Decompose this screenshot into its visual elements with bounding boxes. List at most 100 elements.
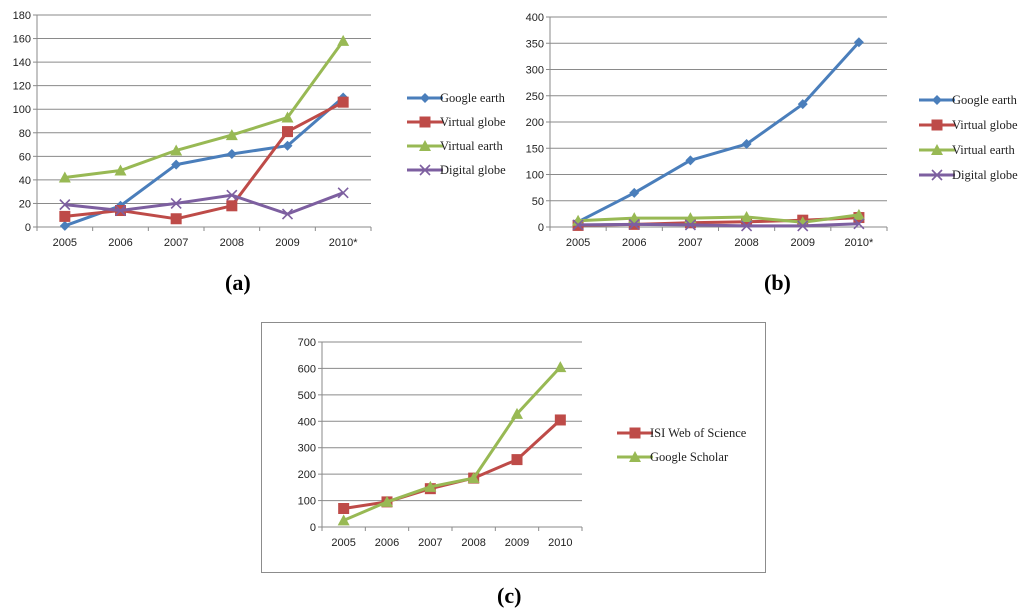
data-point [467, 472, 480, 484]
data-point [170, 144, 183, 156]
legend-label: Google Scholar [650, 450, 729, 464]
x-tick-label: 2005 [566, 237, 590, 249]
legend-label: Google earth [440, 91, 506, 105]
data-point [170, 213, 182, 225]
data-point [554, 361, 567, 373]
legend-marker [419, 140, 431, 151]
chart-b: 0 50 100 150 200 250 300 350 400 2005 2006 2007 2008… [526, 12, 1018, 249]
y-tick-label: 200 [526, 117, 544, 129]
y-tick-label: 0 [310, 522, 316, 534]
series-line-virtual-earth [578, 213, 860, 224]
legend-label: Google earth [952, 93, 1018, 107]
y-tick-label: 80 [19, 128, 31, 140]
y-tick-label: 0 [25, 222, 31, 234]
y-tick-label: 100 [298, 496, 316, 508]
y-tick-label: 140 [13, 57, 31, 69]
x-tick-label: 2008 [734, 237, 758, 249]
data-point [58, 171, 71, 183]
y-tick-label: 40 [19, 175, 31, 187]
data-point [740, 211, 753, 223]
data-point [114, 164, 127, 176]
series-line-google-earth [577, 41, 861, 224]
y-tick-label: 100 [526, 170, 544, 182]
data-point [684, 219, 696, 231]
data-point [741, 139, 752, 150]
x-tick-label: 2009 [505, 537, 529, 549]
data-point [684, 212, 697, 224]
x-tick-label: 2007 [418, 537, 442, 549]
series-line-digital-globe [578, 222, 859, 228]
y-tick-label: 100 [13, 104, 31, 116]
y-tick-label: 50 [532, 196, 544, 208]
data-point [59, 210, 71, 222]
data-point [511, 407, 523, 419]
data-point [853, 218, 865, 230]
x-tick-label: 2009 [275, 237, 299, 249]
data-point [853, 37, 864, 48]
data-point [337, 34, 350, 46]
data-point [226, 189, 238, 201]
y-tick-label: 500 [298, 390, 316, 402]
legend-marker [931, 119, 943, 131]
legend-marker [932, 95, 942, 105]
y-tick-label: 120 [13, 81, 31, 93]
x-tick-label: 2007 [164, 237, 188, 249]
data-point [629, 187, 640, 198]
chart-a: 0 20 40 60 80 100 120 140 160 180 2005 2006 2007 2008… [13, 10, 506, 249]
y-tick-label: 0 [538, 222, 544, 234]
legend-marker [629, 427, 641, 439]
series-line-virtual-globe [64, 100, 344, 221]
legend-marker [419, 164, 431, 176]
y-tick-label: 350 [526, 38, 544, 50]
data-point [685, 155, 696, 166]
data-point [282, 140, 293, 151]
x-tick-label: 2010 [548, 537, 572, 549]
y-tick-label: 600 [298, 363, 316, 375]
data-point [171, 159, 182, 170]
y-tick-label: 180 [13, 10, 31, 22]
data-point [281, 208, 294, 220]
data-point [282, 126, 293, 138]
x-tick-label: 2007 [678, 237, 702, 249]
data-point [572, 219, 584, 231]
x-tick-label: 2005 [53, 237, 77, 249]
legend-label: Digital globe [952, 168, 1018, 182]
y-tick-label: 700 [298, 337, 316, 349]
series-line-google-earth [64, 96, 345, 228]
data-point [337, 96, 349, 108]
legend-label: Virtual earth [952, 143, 1016, 157]
chart-c: 0 100 200 300 400 500 600 700 2005 2006 2007 2008 20… [298, 337, 747, 549]
y-tick-label: 250 [526, 91, 544, 103]
data-point [226, 200, 238, 212]
y-tick-label: 20 [19, 198, 31, 210]
data-point [797, 220, 809, 232]
series-line-google-scholar [343, 366, 562, 522]
x-tick-label: 2008 [220, 237, 244, 249]
data-point [59, 199, 71, 211]
series-line-virtual-earth [64, 40, 345, 179]
series-line-digital-globe [64, 191, 344, 216]
data-point [170, 197, 182, 210]
x-tick-label: 2009 [791, 237, 815, 249]
data-point [554, 414, 566, 426]
data-point [225, 129, 238, 141]
data-point [741, 220, 753, 232]
data-point [281, 111, 294, 123]
data-point [114, 204, 127, 217]
y-tick-label: 200 [298, 469, 316, 481]
data-point [797, 99, 808, 110]
y-tick-label: 400 [526, 12, 544, 24]
x-tick-label: 2008 [461, 537, 485, 549]
legend-label: ISI Web of Science [650, 426, 747, 440]
data-point [337, 187, 349, 199]
data-point [338, 503, 350, 514]
data-point [424, 480, 437, 492]
caption-c: (c) [497, 583, 522, 608]
x-tick-label: 2006 [375, 537, 399, 549]
x-tick-label: 2006 [108, 237, 132, 249]
y-tick-label: 160 [13, 34, 31, 46]
legend-label: Digital globe [440, 163, 506, 177]
y-tick-label: 300 [298, 443, 316, 455]
data-point [337, 514, 350, 526]
legend-marker [629, 451, 641, 462]
